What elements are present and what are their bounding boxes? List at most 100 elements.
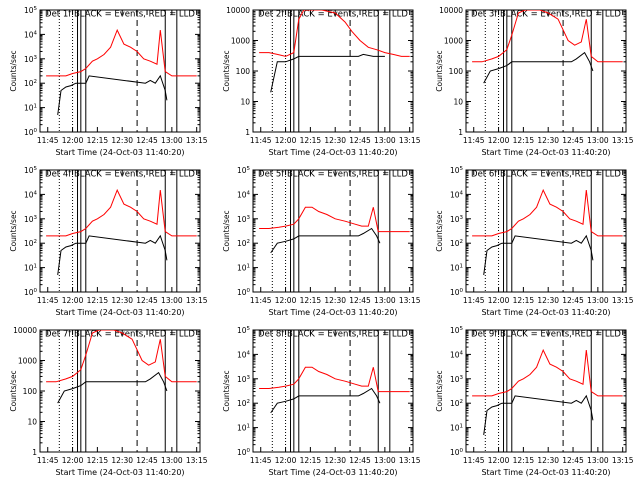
x-tick-label: 11:45 [250,296,272,305]
series-events-line [270,387,381,414]
y-tick-label: 105 [450,166,464,175]
x-tick-label: 12:00 [488,456,510,465]
plot-area [46,170,197,292]
y-tick-label: 1000 [444,37,463,46]
series-lld-line [472,348,623,397]
y-tick-label: 100 [450,448,464,457]
panel-3: Det 3f BLACK = Events, RED = LLD Counts/s… [435,6,634,157]
y-tick-label: 103 [24,215,38,224]
x-tick-label: 13:00 [161,136,183,145]
y-tick-label: 101 [24,104,37,113]
y-tick-label: 1000 [231,37,250,46]
x-tick-label: 13:15 [186,136,208,145]
x-tick-label: 13:15 [612,296,634,305]
y-tick-label: 105 [237,166,251,175]
x-tick-label: 12:45 [349,296,371,305]
x-axis-label: Start Time (24-Oct-03 11:40:20) [268,468,397,477]
x-tick-label: 12:45 [136,136,158,145]
chart-title: Det 7f BLACK = Events, RED = LLD [45,330,195,340]
x-tick-label: 11:45 [37,296,59,305]
y-tick-label: 100 [23,387,38,396]
x-tick-label: 13:15 [186,296,208,305]
panel-7: Det 7f BLACK = Events, RED = LLD Counts/s… [9,326,208,477]
x-tick-label: 12:45 [349,136,371,145]
y-tick-label: 104 [24,30,38,39]
y-tick-label: 1000 [18,357,37,366]
y-tick-label: 103 [450,215,464,224]
x-axis-label: Start Time (24-Oct-03 11:40:20) [268,308,397,317]
plot-frame [252,329,414,453]
plot-area [46,330,197,452]
x-tick-label: 13:15 [399,456,421,465]
y-tick-label: 101 [450,264,463,273]
x-tick-label: 11:45 [463,456,485,465]
y-tick-label: 102 [237,239,250,248]
y-tick-label: 105 [24,6,38,15]
y-tick-label: 100 [237,448,251,457]
x-tick-label: 11:45 [463,136,485,145]
panel-8: Det 8f BLACK = Events, RED = LLD Counts/s… [222,326,421,477]
y-tick-label: 100 [236,67,251,76]
panel-4: Det 4f BLACK = Events, RED = LLD Counts/s… [9,166,208,317]
y-tick-label: 10 [27,418,37,427]
x-tick-label: 12:00 [62,136,84,145]
y-tick-label: 103 [237,215,251,224]
plot-frame [465,169,627,293]
series-events-line [483,394,594,435]
y-tick-label: 105 [237,326,251,335]
y-tick-label: 10 [453,98,463,107]
series-events-line [483,234,594,275]
plot-area [472,170,623,292]
plot-frame [39,9,201,133]
x-tick-label: 13:00 [587,136,609,145]
y-tick-label: 104 [450,350,464,359]
y-tick-label: 1 [458,128,463,137]
x-tick-label: 13:15 [612,456,634,465]
y-tick-label: 102 [24,79,37,88]
x-tick-label: 12:30 [537,296,559,305]
chart-title: Det 4f BLACK = Events, RED = LLD [45,170,195,180]
y-axis-label: Counts/sec [435,210,444,251]
y-tick-label: 105 [24,166,38,175]
x-tick-label: 12:30 [537,456,559,465]
chart-title: Det 5f BLACK = Events, RED = LLD [258,170,408,180]
panel-6: Det 6f BLACK = Events, RED = LLD Counts/s… [435,166,634,317]
x-tick-label: 13:00 [161,456,183,465]
x-axis-label: Start Time (24-Oct-03 11:40:20) [55,468,184,477]
x-tick-label: 12:30 [111,296,133,305]
y-tick-label: 101 [450,424,463,433]
x-tick-label: 12:00 [62,456,84,465]
y-tick-label: 101 [237,424,250,433]
chart-title: Det 1f BLACK = Events, RED = LLD [45,10,195,20]
panel-2: Det 2f BLACK = Events, RED = LLD Counts/s… [222,6,421,157]
x-tick-label: 12:00 [275,296,297,305]
x-tick-label: 12:45 [562,456,584,465]
plot-area [472,330,623,452]
x-tick-label: 13:15 [399,136,421,145]
x-tick-label: 11:45 [250,456,272,465]
x-tick-label: 13:15 [186,456,208,465]
x-tick-label: 12:15 [300,296,322,305]
series-events-line [57,74,168,115]
y-tick-label: 10000 [13,326,37,335]
y-tick-label: 105 [450,326,464,335]
x-tick-label: 13:15 [612,136,634,145]
x-tick-label: 11:45 [463,296,485,305]
x-tick-label: 12:45 [136,456,158,465]
panel-1: Det 1f BLACK = Events, RED = LLD Counts/s… [9,6,208,157]
x-tick-label: 13:00 [374,136,396,145]
y-tick-label: 100 [24,288,38,297]
y-axis-label: Counts/sec [222,50,231,91]
x-tick-label: 12:30 [324,456,346,465]
y-axis-label: Counts/sec [435,370,444,411]
y-tick-label: 100 [237,288,251,297]
series-events-line [57,234,168,275]
x-axis-label: Start Time (24-Oct-03 11:40:20) [55,308,184,317]
x-tick-label: 12:30 [111,456,133,465]
x-axis-label: Start Time (24-Oct-03 11:40:20) [481,308,610,317]
x-tick-label: 12:45 [136,296,158,305]
x-tick-label: 13:00 [587,456,609,465]
y-tick-label: 100 [449,67,464,76]
x-tick-label: 12:00 [275,456,297,465]
y-tick-label: 102 [237,399,250,408]
